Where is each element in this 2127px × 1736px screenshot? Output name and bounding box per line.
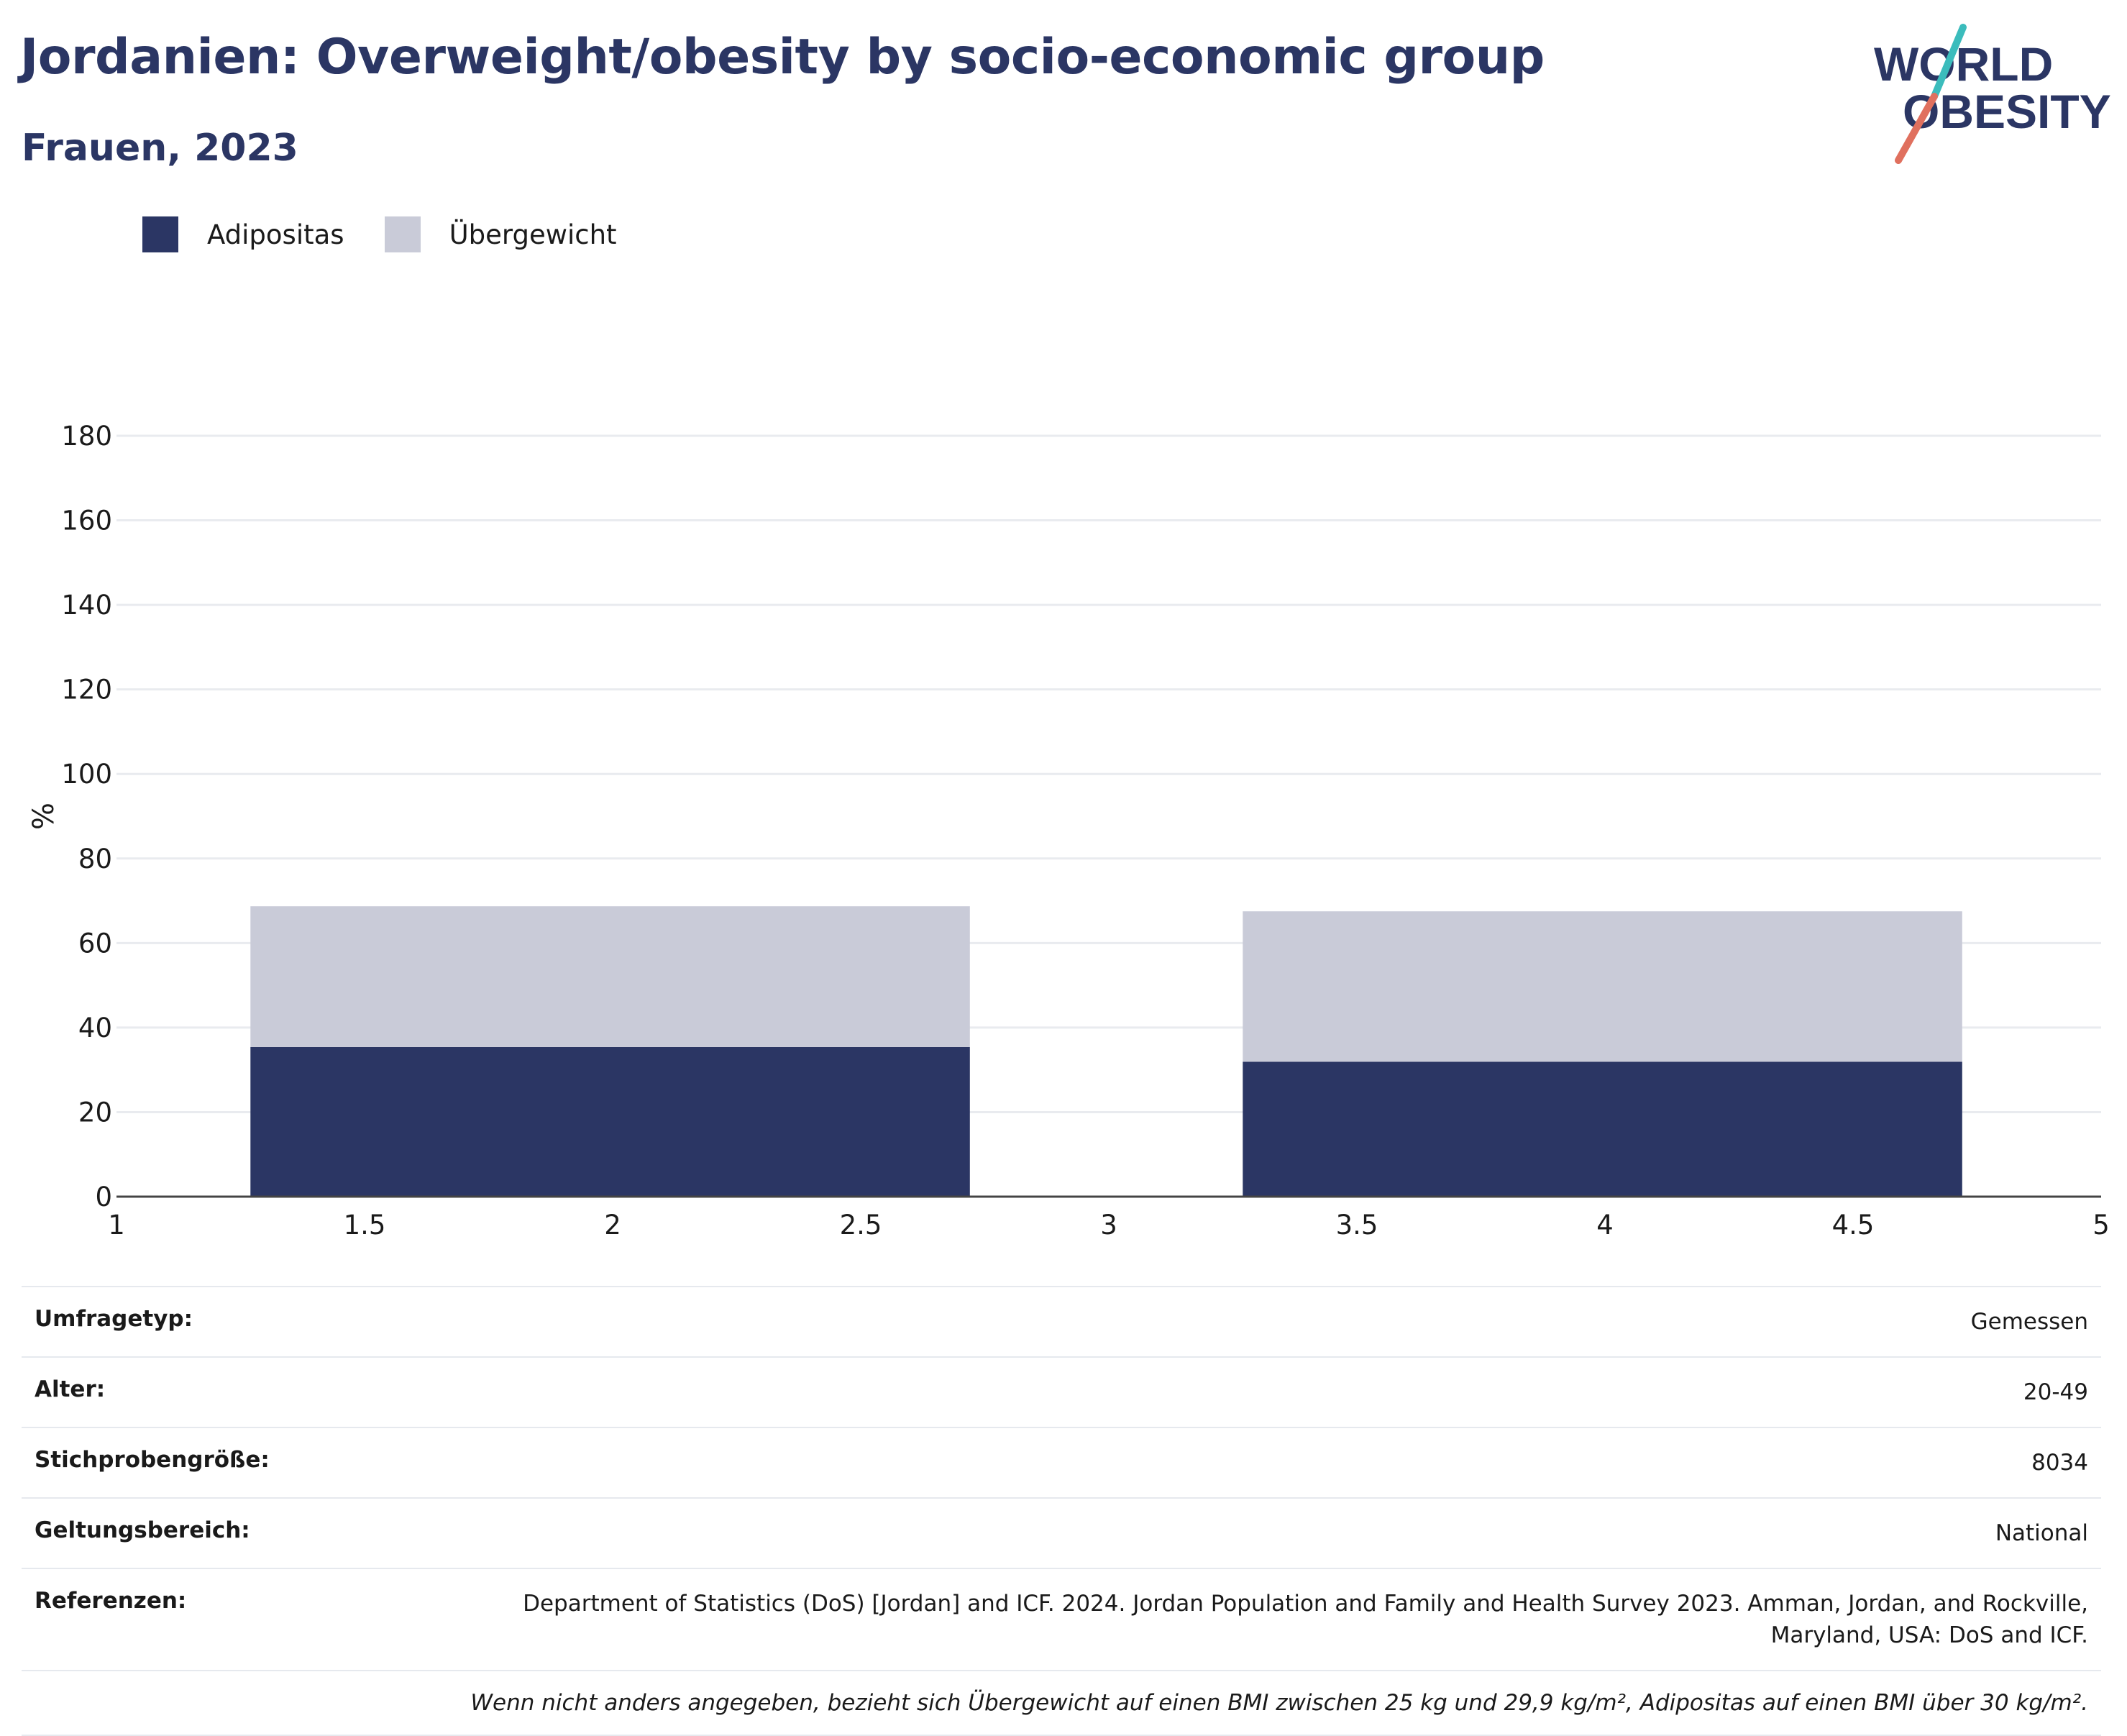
x-tick-label: 2.5	[840, 1210, 882, 1237]
survey-info-table: Umfragetyp: Gemessen Alter: 20-49 Stichp…	[22, 1286, 2101, 1736]
chart-subtitle: Frauen, 2023	[22, 127, 298, 170]
x-tick-label: 3.5	[1336, 1210, 1378, 1237]
info-key: Stichprobengröße:	[35, 1447, 270, 1474]
legend-swatch-adipositas	[142, 216, 178, 252]
bar-2-adipositas	[1243, 1061, 1962, 1197]
info-row-survey-type: Umfragetyp: Gemessen	[22, 1286, 2101, 1356]
bar-2-uebergewicht	[1243, 911, 1962, 1062]
y-tick-label: 180	[61, 421, 112, 452]
stacked-bar-chart: 0 20 40 60 80 100 120 140 160 180 1 1.5 2 2.5 3 3.5 4 4.5…	[27, 421, 2110, 1237]
info-row-sample-size: Stichprobengröße: 8034	[22, 1427, 2101, 1497]
info-value: National	[1995, 1520, 2088, 1547]
y-tick-label: 20	[78, 1097, 112, 1128]
y-tick-label: 140	[61, 590, 112, 621]
info-key: Geltungsbereich:	[35, 1517, 250, 1544]
x-tick-label: 2	[604, 1210, 621, 1237]
info-row-coverage: Geltungsbereich: National	[22, 1497, 2101, 1568]
logo-slash-top	[1931, 24, 1967, 100]
legend-swatch-uebergewicht	[384, 216, 421, 252]
x-tick-label: 1.5	[344, 1210, 386, 1237]
y-tick-label: 80	[78, 844, 112, 874]
info-key: Referenzen:	[35, 1588, 187, 1614]
y-tick-label: 120	[61, 675, 112, 705]
x-tick-label: 4.5	[1832, 1210, 1875, 1237]
y-tick-label: 40	[78, 1013, 112, 1043]
info-value: 20-49	[2023, 1379, 2088, 1406]
info-key: Umfragetyp:	[35, 1306, 193, 1332]
info-value: Gemessen	[1970, 1309, 2088, 1335]
x-tick-label: 4	[1596, 1210, 1614, 1237]
legend-label-adipositas: Adipositas	[207, 219, 344, 250]
y-tick-label: 60	[78, 928, 112, 959]
world-obesity-logo: WORLD OBESITY	[1874, 24, 2111, 164]
info-value: 8034	[2031, 1450, 2088, 1476]
x-tick-label: 1	[108, 1210, 125, 1237]
y-tick-label: 160	[61, 506, 112, 536]
chart-title: Jordanien: Overweight/obesity by socio-e…	[20, 29, 1545, 86]
info-key: Alter:	[35, 1376, 106, 1403]
info-row-age: Alter: 20-49	[22, 1356, 2101, 1427]
logo-slash-bottom	[1895, 93, 1938, 164]
chart-legend: Adipositas Übergewicht	[142, 214, 657, 255]
legend-item-adipositas[interactable]: Adipositas	[142, 216, 344, 252]
x-tick-label: 3	[1100, 1210, 1117, 1237]
info-row-references: Referenzen: Department of Statistics (Do…	[22, 1568, 2101, 1670]
logo-text-world: WORLD	[1874, 37, 2053, 91]
info-value-reference: Department of Statistics (DoS) [Jordan] …	[523, 1591, 2088, 1649]
bar-1-adipositas	[250, 1046, 970, 1197]
bar-1-uebergewicht	[250, 906, 970, 1047]
y-tick-label: 0	[95, 1182, 112, 1212]
legend-label-uebergewicht: Übergewicht	[449, 219, 617, 250]
y-tick-label: 100	[61, 759, 112, 790]
y-axis-label: %	[27, 803, 60, 830]
legend-item-uebergewicht[interactable]: Übergewicht	[384, 216, 617, 252]
x-tick-label: 5	[2092, 1210, 2110, 1237]
bmi-definition-note: Wenn nicht anders angegeben, bezieht sic…	[22, 1670, 2101, 1736]
